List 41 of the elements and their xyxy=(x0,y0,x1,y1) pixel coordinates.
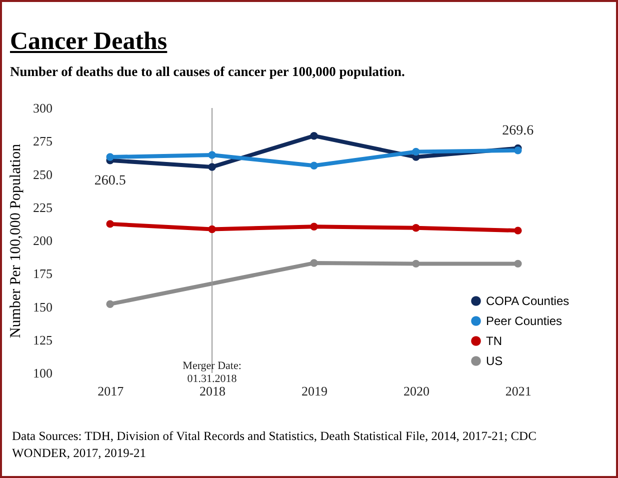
point xyxy=(412,260,420,268)
point xyxy=(412,148,420,156)
x-tick-label: 2020 xyxy=(403,384,430,398)
point xyxy=(106,153,114,161)
point xyxy=(514,260,522,268)
x-tick-label: 2018 xyxy=(200,384,226,398)
data-label: 260.5 xyxy=(94,173,126,188)
y-tick-label: 125 xyxy=(33,332,52,348)
chart-title: Cancer Deaths xyxy=(10,28,168,56)
y-tick-label: 175 xyxy=(33,266,52,282)
point xyxy=(208,163,216,171)
x-tick-label: 2017 xyxy=(98,384,124,398)
point xyxy=(412,224,420,232)
point xyxy=(310,162,318,170)
y-tick-label: 300 xyxy=(33,100,52,116)
point xyxy=(208,151,216,159)
y-tick-label: 275 xyxy=(33,134,52,149)
point xyxy=(514,146,522,154)
ref-line-label: Merger Date: 01.31.2018 xyxy=(182,360,242,385)
point xyxy=(310,222,318,230)
legend-label: Peer Counties xyxy=(486,314,562,328)
x-tick-label: 2019 xyxy=(302,384,328,398)
legend-label: US xyxy=(486,354,503,368)
y-axis-title: Number Per 100,000 Population xyxy=(8,143,24,338)
y-tick-label: 250 xyxy=(33,166,52,182)
text: Data Sources: TDH, Division of Vital Records and Statistics, Death Statistical File, 2014, 2017-21; CDC WONDER, 2017, 2019-21 xyxy=(12,428,538,462)
point xyxy=(514,226,522,234)
legend-label: TN xyxy=(486,334,502,348)
y-tick-label: 150 xyxy=(33,299,52,314)
point xyxy=(310,132,318,140)
x-tick-label: 2021 xyxy=(505,384,532,398)
point xyxy=(208,225,216,234)
legend-label: COPA Counties xyxy=(486,294,570,308)
y-tick-label: 225 xyxy=(33,200,52,215)
y-tick-label: 100 xyxy=(33,366,52,380)
data-label: 269.6 xyxy=(502,123,534,138)
point xyxy=(106,220,114,228)
point xyxy=(310,259,318,267)
chart-subtitle: Number of deaths due to all causes of cancer per 100,000 population. xyxy=(10,64,405,80)
point xyxy=(106,300,114,308)
y-tick-label: 200 xyxy=(33,233,52,248)
